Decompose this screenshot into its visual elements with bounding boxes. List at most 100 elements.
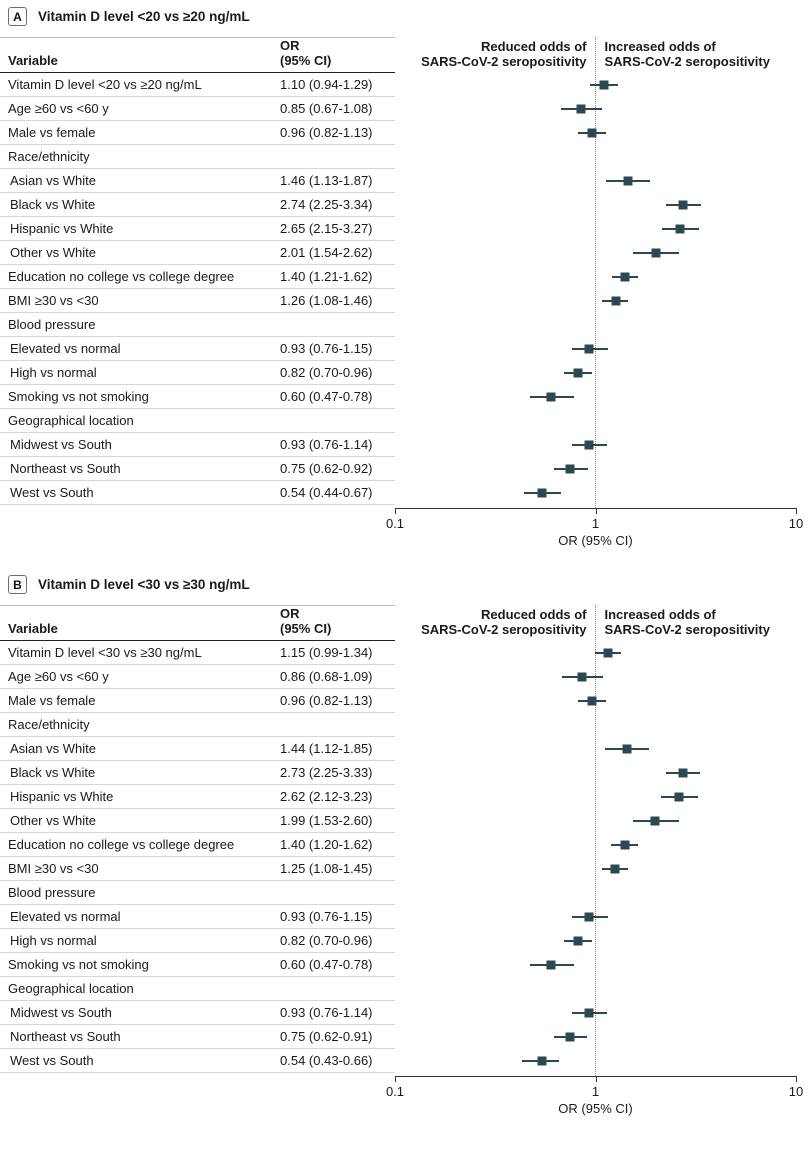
or-ci-value: 0.96 (0.82-1.13) [280,125,373,140]
variable-label: Black vs White [10,197,96,212]
plot-row [395,361,796,385]
variable-label: Vitamin D level <30 vs ≥30 ng/mL [8,645,202,660]
or-marker [577,672,587,682]
panel-b: B Vitamin D level <30 vs ≥30 ng/mL Varia… [0,574,810,1116]
or-marker [537,488,547,498]
table-row-left: West vs South 0.54 (0.43-0.66) [0,1049,395,1073]
plot-row [395,881,796,905]
variable-label: Geographical location [8,981,134,996]
or-header-line1: OR [280,605,300,621]
table-row-left: Asian vs White 1.46 (1.13-1.87) [0,169,395,193]
table-row-left: Smoking vs not smoking 0.60 (0.47-0.78) [0,953,395,977]
table-row: Race/ethnicity [0,145,810,169]
table-row: Age ≥60 vs <60 y 0.86 (0.68-1.09) [0,665,810,689]
table-header: Variable OR (95% CI) [0,605,395,641]
table-row-left: Male vs female 0.96 (0.82-1.13) [0,689,395,713]
axis-spacer [0,505,395,533]
variable-label: Education no college vs college degree [8,269,235,284]
panel-letter-badge: B [8,575,27,594]
variable-label: Smoking vs not smoking [8,957,149,972]
axis-spacer [0,1101,395,1116]
variable-label: Blood pressure [8,885,96,900]
increased-odds-line1: Increased odds of [604,606,716,622]
variable-label: Black vs White [10,765,96,780]
or-ci-value: 0.54 (0.43-0.66) [280,1053,373,1068]
axis-tick [796,1076,797,1082]
table-row: Hispanic vs White 2.62 (2.12-3.23) [0,785,810,809]
variable-label: Vitamin D level <20 vs ≥20 ng/mL [8,77,202,92]
or-marker [576,104,586,114]
plot-row [395,953,796,977]
or-marker [678,200,688,210]
plot-row [395,905,796,929]
table-row-left: Midwest vs South 0.93 (0.76-1.14) [0,1001,395,1025]
or-ci-value: 0.93 (0.76-1.15) [280,909,373,924]
x-axis: 0.1 1 10 [0,1073,810,1101]
plot-row [395,193,796,217]
variable-label: Asian vs White [10,741,96,756]
or-ci-value: 0.82 (0.70-0.96) [280,933,373,948]
plot-row [395,785,796,809]
table-row: Education no college vs college degree 1… [0,833,810,857]
variable-label: Smoking vs not smoking [8,389,149,404]
table-row-left: Hispanic vs White 2.62 (2.12-3.23) [0,785,395,809]
reduced-odds-line1: Reduced odds of [481,606,587,622]
or-ci-value: 0.85 (0.67-1.08) [280,101,373,116]
plot-row [395,169,796,193]
or-ci-value: 2.74 (2.25-3.34) [280,197,373,212]
reference-line [595,605,596,1076]
panel-title: Vitamin D level <20 vs ≥20 ng/mL [38,9,250,24]
variable-column-header: Variable [8,621,58,637]
axis-strip: 0.1 1 10 [386,505,803,533]
or-ci-value: 1.99 (1.53-2.60) [280,813,373,828]
variable-label: Geographical location [8,413,134,428]
or-marker [546,960,556,970]
panel-a: A Vitamin D level <20 vs ≥20 ng/mL Varia… [0,6,810,548]
plot-row [395,665,796,689]
variable-label: West vs South [10,485,94,500]
table-row-left: Northeast vs South 0.75 (0.62-0.91) [0,1025,395,1049]
plot-row [395,121,796,145]
reference-line [595,37,596,508]
reduced-odds-line1: Reduced odds of [481,38,587,54]
table-row-left: BMI ≥30 vs <30 1.25 (1.08-1.45) [0,857,395,881]
axis-tick-label: 1 [591,516,600,531]
or-marker [573,368,583,378]
panel-b-plot: Variable OR (95% CI) Reduced odds of SAR… [0,605,810,1116]
or-marker [587,696,597,706]
table-row: Northeast vs South 0.75 (0.62-0.92) [0,457,810,481]
or-marker [565,1032,575,1042]
table-row-left: Black vs White 2.74 (2.25-3.34) [0,193,395,217]
variable-label: Other vs White [10,245,96,260]
plot-row [395,97,796,121]
table-row: Blood pressure [0,313,810,337]
table-row-left: High vs normal 0.82 (0.70-0.96) [0,361,395,385]
increased-odds-header: Increased odds of SARS-CoV-2 seropositiv… [596,39,770,70]
table-row-left: Race/ethnicity [0,145,395,169]
table-row: Other vs White 2.01 (1.54-2.62) [0,241,810,265]
or-ci-value: 0.93 (0.76-1.14) [280,1005,373,1020]
plot-row [395,1025,796,1049]
table-row: West vs South 0.54 (0.43-0.66) [0,1049,810,1073]
table-row-left: Other vs White 2.01 (1.54-2.62) [0,241,395,265]
or-ci-value: 1.40 (1.20-1.62) [280,837,373,852]
table-row-left: Smoking vs not smoking 0.60 (0.47-0.78) [0,385,395,409]
table-row-left: Elevated vs normal 0.93 (0.76-1.15) [0,337,395,361]
reduced-odds-header: Reduced odds of SARS-CoV-2 seropositivit… [421,39,595,70]
plot-row [395,641,796,665]
table-row: Northeast vs South 0.75 (0.62-0.91) [0,1025,810,1049]
table-row: Black vs White 2.73 (2.25-3.33) [0,761,810,785]
variable-label: Race/ethnicity [8,149,90,164]
variable-label: Midwest vs South [10,437,112,452]
variable-label: Age ≥60 vs <60 y [8,669,109,684]
table-rows: Vitamin D level <20 vs ≥20 ng/mL 1.10 (0… [0,73,810,505]
table-row: Smoking vs not smoking 0.60 (0.47-0.78) [0,385,810,409]
or-marker [623,176,633,186]
table-row: Geographical location [0,409,810,433]
variable-label: Education no college vs college degree [8,837,235,852]
axis-tick-label: 0.1 [385,516,405,531]
plot-row [395,73,796,97]
axis-tick-label: 1 [591,1084,600,1099]
variable-label: Elevated vs normal [10,909,121,924]
table-row: Elevated vs normal 0.93 (0.76-1.15) [0,905,810,929]
